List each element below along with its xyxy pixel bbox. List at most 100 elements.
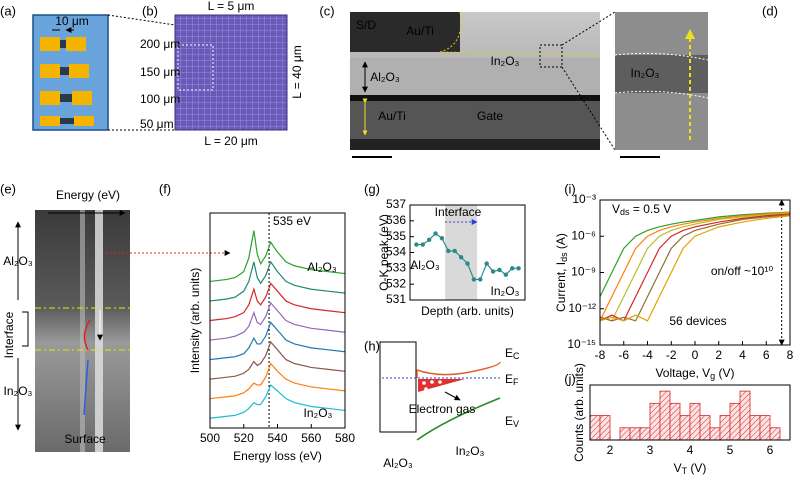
panel-label: (e) [0,181,16,196]
bar [689,402,701,441]
x-tick-label: 6 [763,348,770,362]
x-tick-label: 540 [267,431,287,445]
chart [209,212,346,429]
annotation: on/off ~10¹⁰ [711,264,773,278]
annotation: Interface [435,205,482,219]
plot-frame [209,212,346,429]
y-tick-label: 10⁻⁹ [571,265,596,279]
label: L = 40 μm [290,45,304,99]
y-tick-label: 10⁻¹⁵ [567,337,596,351]
eels-map [18,210,231,452]
bar [669,402,681,441]
series-line [599,215,791,322]
panel-label: (b) [142,3,158,18]
label: L = 20 μm [204,134,258,148]
text-part: E [505,346,513,360]
label: S/D [356,18,376,32]
point [490,269,496,274]
y-tick-label: 10⁻¹² [568,301,596,315]
x-tick-label: 560 [301,431,321,445]
text-part: V [674,461,682,475]
x-tick-label: 6 [767,443,774,457]
point [510,266,515,271]
text-part: (A) [554,233,568,252]
y-tick-label: 532 [386,276,406,290]
label: 150 μm [140,65,180,79]
zoom-lines [107,14,176,131]
point [471,277,477,282]
series-line [209,321,346,361]
label: 100 μm [140,92,180,106]
label: L = 5 μm [208,0,255,13]
y-axis-label: O-K peak (eV) [377,214,391,291]
annotation: Vds = 0.5 V [612,202,671,217]
point [497,267,502,273]
bar [709,427,721,441]
x-tick-label: -6 [618,348,629,362]
point [426,237,432,243]
text-part: T [682,466,688,476]
label: Al₂O₃ [383,456,413,470]
x-axis-label: Depth (arb. units) [421,304,514,318]
text-part: E [505,372,513,386]
y-tick-label: 534 [386,245,406,259]
series-line [209,340,346,380]
y-axis-label: Counts (arb. units) [572,363,586,462]
panel-label: (f) [159,181,171,196]
label: Interface [2,311,16,358]
y-tick-label: 536 [386,213,406,227]
point [446,248,451,254]
series-line [209,301,346,341]
chip-photo [174,14,288,131]
label: Al₂O₃ [370,70,400,84]
text-part: ds [620,207,630,217]
tem-image [350,11,616,158]
label: Electron gas [409,402,476,416]
text-part: ds [559,252,569,262]
panel-label: (d) [762,3,778,18]
label: Al₂O₃ [3,254,33,268]
panel-label: (c) [319,3,334,18]
text-part: g [710,371,715,381]
zoom-box [177,44,214,91]
text-part: (V) [715,366,734,380]
panel-label: (h) [364,338,380,353]
bar [649,402,661,441]
point [433,231,438,236]
annotation: Al₂O₃ [410,258,440,272]
point [484,261,489,266]
bar [769,427,781,441]
series-line [209,362,346,400]
label: Gate [477,109,503,123]
y-tick-label: 10⁻³ [572,192,596,206]
y-tick-label: 535 [386,229,406,243]
x-tick-label: -8 [595,348,606,362]
x-axis-label: Energy loss (eV) [233,449,322,463]
bar [619,427,631,441]
plot-frame [599,199,791,346]
label: 10 μm [55,14,89,28]
span [445,205,478,300]
band-diagram [379,341,501,441]
x-axis-label: Voltage, Vg (V) [655,366,734,381]
annotation: Al₂O₃ [307,260,337,274]
chart [409,204,526,301]
text-part: V [612,202,620,216]
label: In₂O₃ [631,66,660,80]
x-tick-label: 4 [739,348,746,362]
panel-label: (j) [564,371,576,386]
bar [639,427,651,441]
chart [599,199,791,346]
x-tick-label: 5 [727,443,734,457]
x-tick-label: 4 [687,443,694,457]
label: Energy (eV) [56,188,120,202]
chart [589,384,791,441]
point [420,242,425,247]
label: EF [505,372,519,387]
plot-frame [409,204,526,301]
x-tick-label: 0 [692,348,699,362]
bar [749,415,761,441]
y-axis-label: Current, Ids (A) [554,233,569,312]
bar [729,402,741,441]
